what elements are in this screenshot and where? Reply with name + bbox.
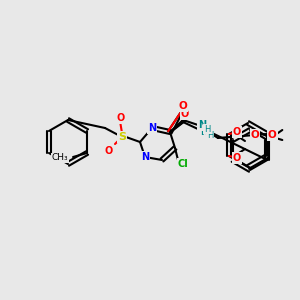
Text: S: S [118, 132, 126, 142]
Text: CH₃: CH₃ [51, 154, 68, 163]
Text: O: O [117, 113, 125, 123]
Text: Cl: Cl [178, 159, 188, 169]
Text: O: O [268, 130, 277, 140]
Text: N: N [198, 120, 206, 130]
Text: O: O [250, 130, 260, 140]
Text: O: O [233, 127, 241, 137]
Text: O: O [105, 146, 113, 156]
Text: N: N [200, 127, 208, 137]
Text: O: O [178, 101, 188, 111]
Text: H: H [204, 124, 210, 134]
Text: N: N [148, 123, 156, 133]
Text: N: N [141, 152, 149, 162]
Text: H: H [207, 130, 213, 140]
Text: O: O [233, 153, 241, 163]
Text: O: O [181, 109, 189, 119]
